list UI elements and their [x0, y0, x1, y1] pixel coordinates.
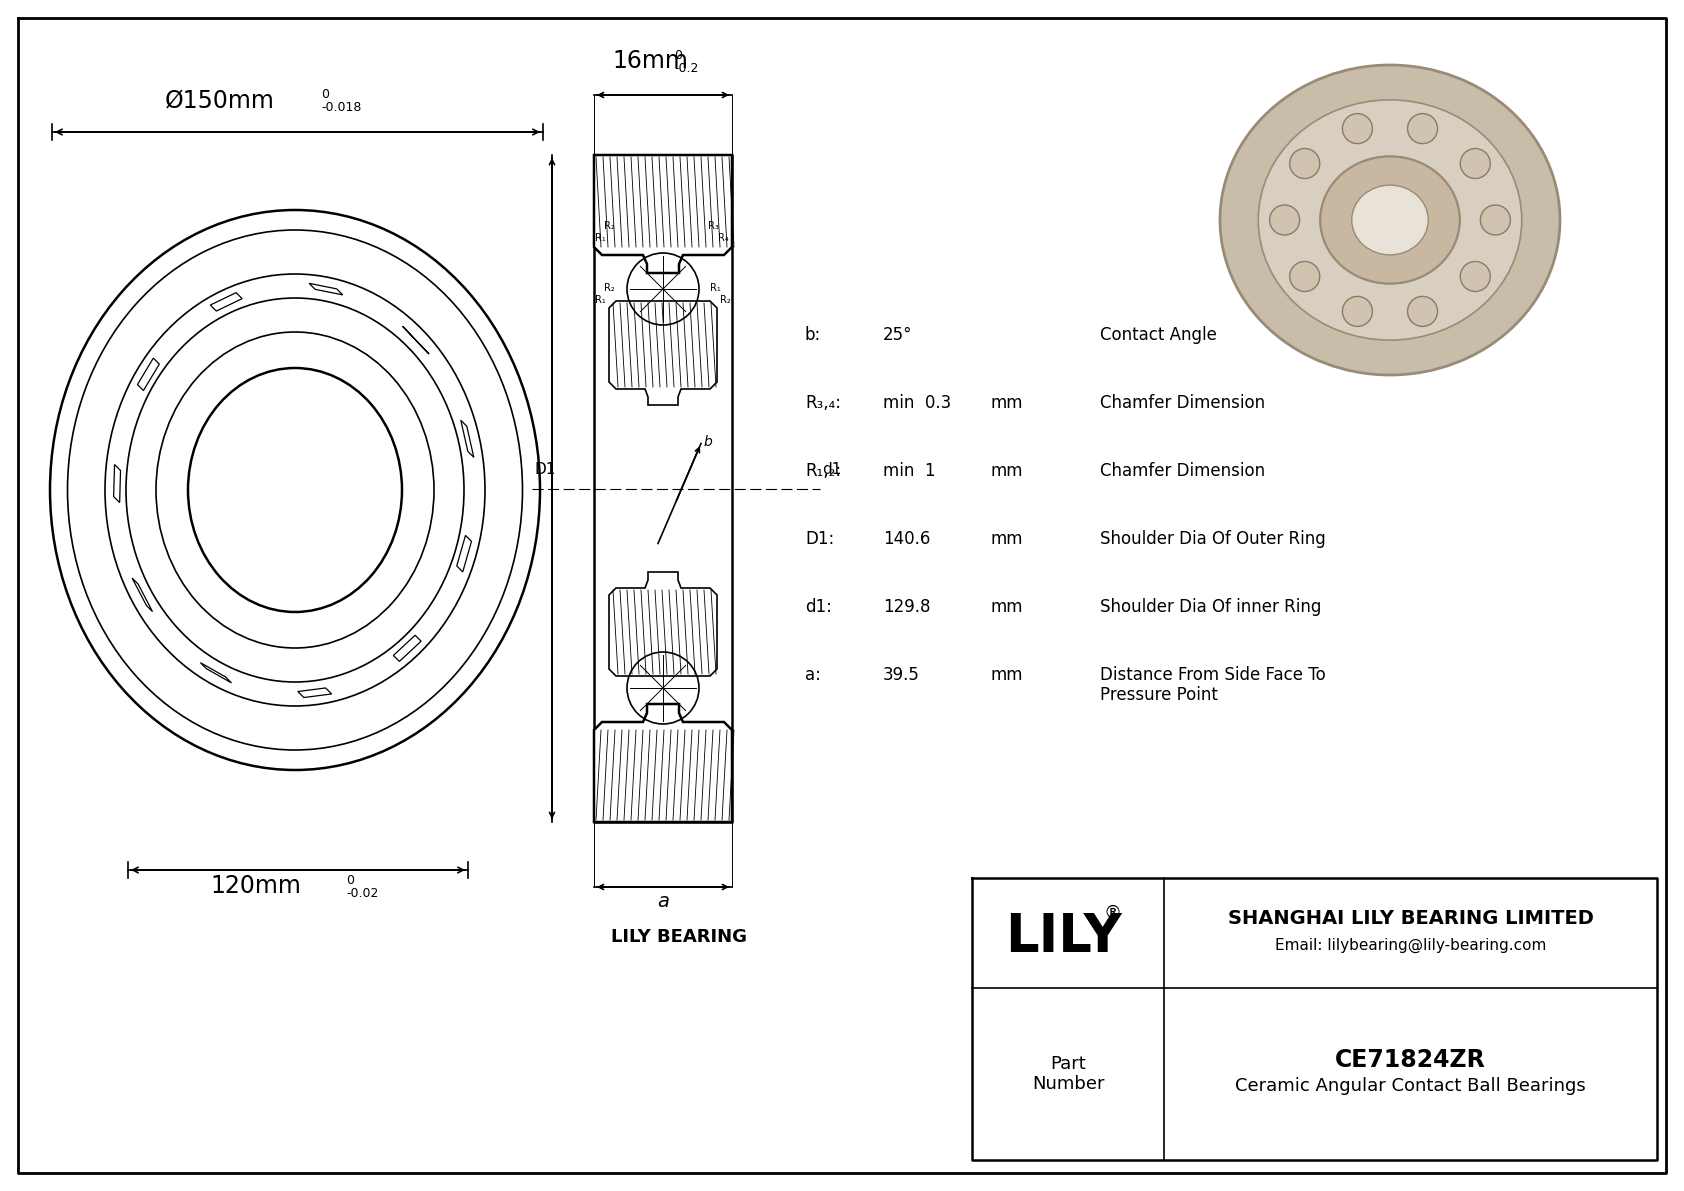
Text: 129.8: 129.8: [882, 598, 931, 616]
Circle shape: [1270, 205, 1300, 235]
Ellipse shape: [1258, 100, 1522, 341]
Text: mm: mm: [990, 462, 1022, 480]
Text: R₁,₂:: R₁,₂:: [805, 462, 840, 480]
Text: 16mm: 16mm: [611, 49, 687, 73]
Ellipse shape: [1352, 185, 1428, 255]
Circle shape: [1342, 113, 1372, 144]
Circle shape: [1408, 113, 1438, 144]
Text: a: a: [657, 892, 669, 911]
Text: D1:: D1:: [805, 530, 834, 548]
Text: LILY BEARING: LILY BEARING: [611, 928, 748, 946]
Text: mm: mm: [990, 598, 1022, 616]
Text: Part
Number: Part Number: [1032, 1054, 1105, 1093]
Text: Contact Angle: Contact Angle: [1100, 326, 1218, 344]
Text: mm: mm: [990, 530, 1022, 548]
Polygon shape: [610, 572, 717, 676]
Text: R₁: R₁: [594, 233, 606, 243]
Text: -0.2: -0.2: [674, 62, 699, 75]
Text: mm: mm: [990, 394, 1022, 412]
Circle shape: [1290, 262, 1320, 292]
Text: 0: 0: [674, 49, 682, 62]
Text: Chamfer Dimension: Chamfer Dimension: [1100, 394, 1265, 412]
Text: -0.02: -0.02: [345, 887, 379, 900]
Polygon shape: [610, 301, 717, 405]
Text: R₃,₄:: R₃,₄:: [805, 394, 840, 412]
Ellipse shape: [1219, 66, 1559, 375]
Ellipse shape: [1320, 156, 1460, 283]
Polygon shape: [594, 704, 733, 822]
Text: b:: b:: [805, 326, 822, 344]
Circle shape: [1342, 297, 1372, 326]
Ellipse shape: [1352, 185, 1428, 255]
Text: 140.6: 140.6: [882, 530, 930, 548]
Text: R₄: R₄: [717, 233, 729, 243]
Ellipse shape: [1320, 156, 1460, 283]
Text: Pressure Point: Pressure Point: [1100, 686, 1218, 704]
Text: 0: 0: [345, 874, 354, 887]
Circle shape: [1290, 149, 1320, 179]
Circle shape: [1480, 205, 1511, 235]
Text: 25°: 25°: [882, 326, 913, 344]
Polygon shape: [594, 155, 733, 273]
Text: -0.018: -0.018: [322, 101, 362, 114]
Text: Distance From Side Face To: Distance From Side Face To: [1100, 666, 1325, 684]
Text: R₂: R₂: [605, 222, 615, 231]
Text: b: b: [704, 435, 712, 449]
Text: d1: d1: [822, 462, 842, 478]
Text: 0: 0: [322, 88, 328, 101]
Text: 39.5: 39.5: [882, 666, 919, 684]
Text: Shoulder Dia Of Outer Ring: Shoulder Dia Of Outer Ring: [1100, 530, 1325, 548]
Text: ®: ®: [1103, 904, 1122, 922]
Text: CE71824ZR: CE71824ZR: [1335, 1048, 1485, 1072]
Text: R₂: R₂: [721, 295, 731, 305]
Text: R₁: R₁: [711, 283, 721, 293]
Circle shape: [1460, 262, 1490, 292]
Text: Ceramic Angular Contact Ball Bearings: Ceramic Angular Contact Ball Bearings: [1234, 1077, 1586, 1095]
Text: d1:: d1:: [805, 598, 832, 616]
Text: Chamfer Dimension: Chamfer Dimension: [1100, 462, 1265, 480]
Text: min  1: min 1: [882, 462, 936, 480]
Text: SHANGHAI LILY BEARING LIMITED: SHANGHAI LILY BEARING LIMITED: [1228, 910, 1593, 929]
Text: R₃: R₃: [707, 222, 719, 231]
Text: a:: a:: [805, 666, 820, 684]
Circle shape: [1408, 297, 1438, 326]
Circle shape: [1460, 149, 1490, 179]
Text: R₂: R₂: [605, 283, 615, 293]
Text: D1: D1: [534, 462, 556, 478]
Text: Ø150mm: Ø150mm: [165, 88, 274, 112]
Text: min  0.3: min 0.3: [882, 394, 951, 412]
Text: Shoulder Dia Of inner Ring: Shoulder Dia Of inner Ring: [1100, 598, 1322, 616]
Text: R₁: R₁: [594, 295, 606, 305]
Text: mm: mm: [990, 666, 1022, 684]
Text: Email: lilybearing@lily-bearing.com: Email: lilybearing@lily-bearing.com: [1275, 937, 1546, 953]
Text: 120mm: 120mm: [210, 874, 301, 898]
Text: LILY: LILY: [1005, 911, 1122, 964]
